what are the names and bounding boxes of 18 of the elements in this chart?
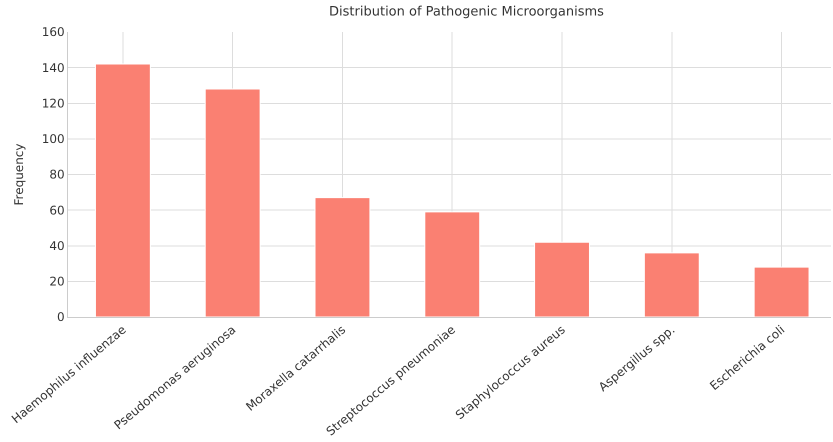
y-axis-title: Frequency [12, 144, 26, 206]
bar [204, 88, 261, 317]
bar [534, 242, 590, 317]
bar [644, 252, 700, 317]
y-tick-label: 60 [49, 203, 65, 218]
y-tick-label: 140 [42, 60, 65, 75]
y-tick-label: 0 [56, 310, 65, 324]
y-tick-label: 80 [49, 168, 65, 182]
bar [94, 64, 151, 317]
y-tick-label: 40 [49, 238, 65, 253]
bar [314, 197, 370, 317]
y-tick-label: 20 [49, 274, 65, 289]
bar [424, 211, 480, 317]
y-tick-label: 160 [42, 25, 65, 40]
chart-title: Distribution of Pathogenic Microorganisms [329, 4, 604, 20]
bar [754, 266, 810, 317]
y-tick-label: 120 [42, 96, 65, 110]
y-tick-label: 100 [42, 132, 65, 146]
